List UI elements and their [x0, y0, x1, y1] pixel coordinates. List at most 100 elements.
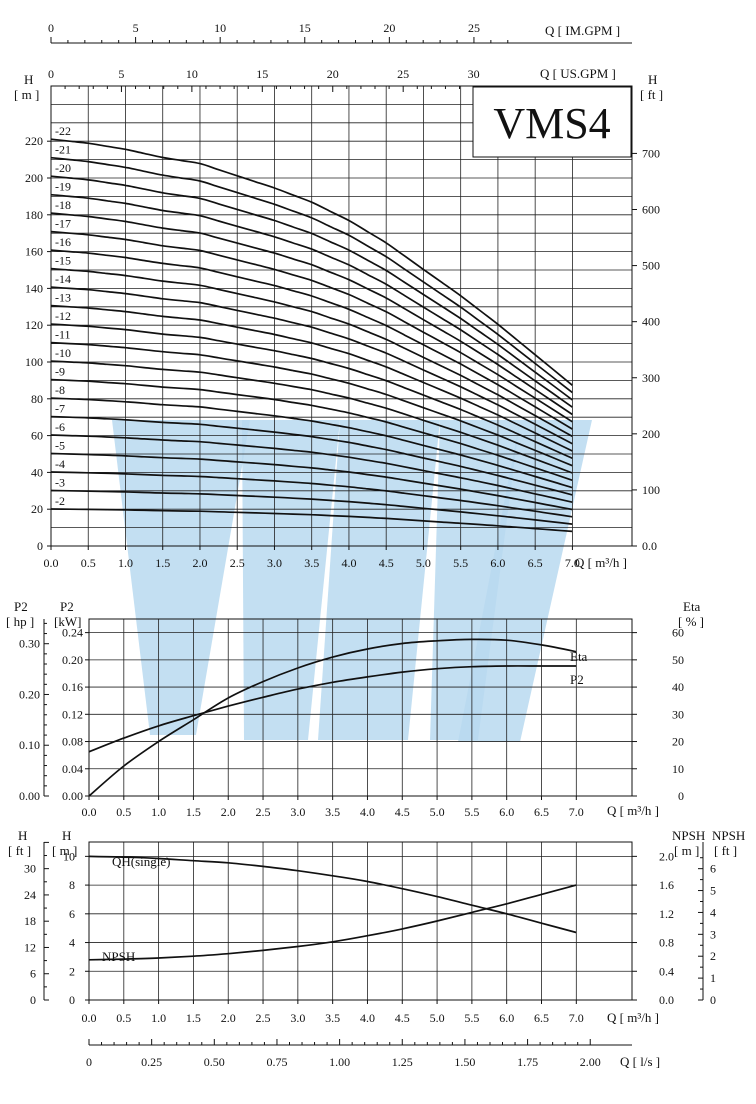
- head-stage-label: -13: [55, 291, 71, 305]
- single-grid: [89, 842, 632, 1000]
- head-x-tick-label: 2.5: [230, 556, 245, 570]
- power-x-tick-label: 5.5: [464, 805, 479, 819]
- ls-axis: 0 0.25 0.50 0.75 1.00 1.25 1.50 1.75 2.00 Q [ l/…: [86, 1039, 660, 1069]
- power-kw-tick-label: 0.24: [62, 626, 83, 640]
- head-stage-label: -8: [55, 383, 65, 397]
- single-x-tick-label: 4.0: [360, 1011, 375, 1025]
- head-stage-curves: [50, 138, 573, 533]
- head-curve-stage: [50, 193, 573, 408]
- qh-single-curve: [88, 855, 577, 934]
- power-x-tick-label: 1.0: [151, 805, 166, 819]
- head-y-ticks-m: 0 20 40 60 80 100 120 140 160 180 200 220: [25, 134, 51, 553]
- eta-curve: [88, 638, 577, 797]
- head-x-tick-label: 6.0: [490, 556, 505, 570]
- power-x-tick-label: 0.5: [116, 805, 131, 819]
- head-stage-label: -14: [55, 272, 71, 286]
- eta-unit: [ % ]: [678, 614, 704, 629]
- head-curve-stage: [50, 452, 573, 511]
- power-kw-tick-label: 0.12: [62, 707, 83, 721]
- npsh-m-tick-label: 1.2: [659, 907, 674, 921]
- head-chart: 0 5 10 15 20 25 0 5 10 15 20 25 30 0.0 0.5 1.0 1.5 2.0 2…: [14, 21, 663, 570]
- head-y-tick-label: 20: [31, 502, 43, 516]
- single-y-ticks-m: 0 2 4 6 8 10: [63, 849, 89, 1007]
- head-x-tick-label: 0.5: [81, 556, 96, 570]
- single-x-tick-label: 0.5: [116, 1011, 131, 1025]
- single-ft-tick-label: 6: [30, 967, 36, 981]
- head-curve-stage: [50, 471, 573, 518]
- ls-tick-label: 1.75: [517, 1055, 538, 1069]
- eta-tick-label: 50: [672, 653, 684, 667]
- npsh-m-tick-label: 0.4: [659, 964, 674, 978]
- single-m-tick-label: 8: [69, 878, 75, 892]
- head-stage-label: -19: [55, 180, 71, 194]
- ls-tick-label: 1.50: [454, 1055, 475, 1069]
- single-ft-tick-label: 30: [24, 862, 36, 876]
- power-y-ticks-kw: 0.00 0.04 0.08 0.12 0.16 0.20 0.24: [62, 626, 89, 803]
- single-curves: [88, 855, 577, 961]
- npsh-ft-tick-label: 6: [710, 862, 716, 876]
- eta-tick-label: 60: [672, 626, 684, 640]
- head-curve-stage: [50, 397, 573, 489]
- head-stage-label: -6: [55, 420, 65, 434]
- head-y-label-ft: [ ft ]: [640, 87, 663, 102]
- power-kw-tick-label: 0.00: [62, 789, 83, 803]
- head-stage-label: -11: [55, 328, 71, 342]
- head-curve-stage: [50, 156, 573, 394]
- us-gpm-tick-label: 15: [256, 67, 268, 81]
- head-stage-label: -21: [55, 143, 71, 157]
- head-y-tick-ft-label: 600: [642, 203, 660, 217]
- single-y-ticks-ft: 0 6 12 18 24 30: [24, 841, 49, 1007]
- single-plot-frame: [88, 841, 633, 1001]
- power-x-label: Q [ m³/h ]: [607, 803, 659, 818]
- head-stage-label: -10: [55, 346, 71, 360]
- eta-series-label: Eta: [570, 649, 588, 664]
- single-m-tick-label: 6: [69, 907, 75, 921]
- head-curve-stage: [50, 249, 573, 430]
- power-x-tick-label: 0.0: [82, 805, 97, 819]
- us-gpm-tick-label: 5: [118, 67, 124, 81]
- power-plot-frame: [88, 618, 633, 797]
- head-y-ticks-ft: 0.0 100 200 300 400 500 600 700: [632, 146, 660, 553]
- single-x-tick-label: 6.0: [499, 1011, 514, 1025]
- head-stage-label: -22: [55, 124, 71, 138]
- head-curve-stage: [50, 304, 573, 452]
- power-y-ticks-eta: 0 10 20 30 40 50 60: [632, 626, 684, 803]
- p2-hp-unit: [ hp ]: [6, 614, 34, 629]
- npsh-m-tick-label: 1.6: [659, 878, 674, 892]
- us-gpm-tick-label: 30: [468, 67, 480, 81]
- ls-tick-label: 1.00: [329, 1055, 350, 1069]
- head-y-label-m: [ m ]: [14, 87, 39, 102]
- power-efficiency-chart: 0.0 0.5 1.0 1.5 2.0 2.5 3.0 3.5 4.0 4.5 5.0 5.5 6.0 6…: [6, 599, 704, 819]
- qh-single-series-label: QH(single): [112, 854, 171, 869]
- power-kw-tick-label: 0.04: [62, 762, 83, 776]
- head-curve-stage: [50, 230, 573, 423]
- single-x-label: Q [ m³/h ]: [607, 1010, 659, 1025]
- head-x-label: Q [ m³/h ]: [575, 555, 627, 570]
- head-stage-label: -16: [55, 235, 71, 249]
- power-curves: [88, 638, 577, 797]
- power-kw-tick-label: 0.08: [62, 735, 83, 749]
- im-gpm-axis: 0 5 10 15 20 25: [48, 21, 632, 44]
- head-x-tick-label: 4.0: [341, 556, 356, 570]
- im-gpm-axis-label: Q [ IM.GPM ]: [545, 23, 620, 38]
- model-title-box: [472, 86, 632, 158]
- ls-tick-label: 0: [86, 1055, 92, 1069]
- head-curve-stage: [50, 415, 573, 496]
- head-stage-label: -3: [55, 476, 65, 490]
- im-gpm-tick-label: 5: [133, 21, 139, 35]
- single-m-tick-label: 10: [63, 849, 75, 863]
- im-gpm-tick-label: 20: [383, 21, 395, 35]
- im-gpm-tick-label: 15: [299, 21, 311, 35]
- us-gpm-axis: 0 5 10 15 20 25 30: [48, 67, 503, 92]
- single-x-ticks: 0.0 0.5 1.0 1.5 2.0 2.5 3.0 3.5 4.0 4.5 5.0 5.5 6.0 6…: [82, 1000, 584, 1025]
- single-x-tick-label: 0.0: [82, 1011, 97, 1025]
- head-y-tick-label: 220: [25, 134, 43, 148]
- hp-tick-label: 0.20: [19, 687, 40, 701]
- single-x-tick-label: 2.0: [221, 1011, 236, 1025]
- head-stage-label: -2: [55, 494, 65, 508]
- head-x-tick-label: 0.0: [44, 556, 59, 570]
- single-ft-tick-label: 18: [24, 914, 36, 928]
- npsh-ft-tick-label: 0: [710, 993, 716, 1007]
- head-curve-stage: [50, 341, 573, 467]
- ls-tick-label: 0.25: [141, 1055, 162, 1069]
